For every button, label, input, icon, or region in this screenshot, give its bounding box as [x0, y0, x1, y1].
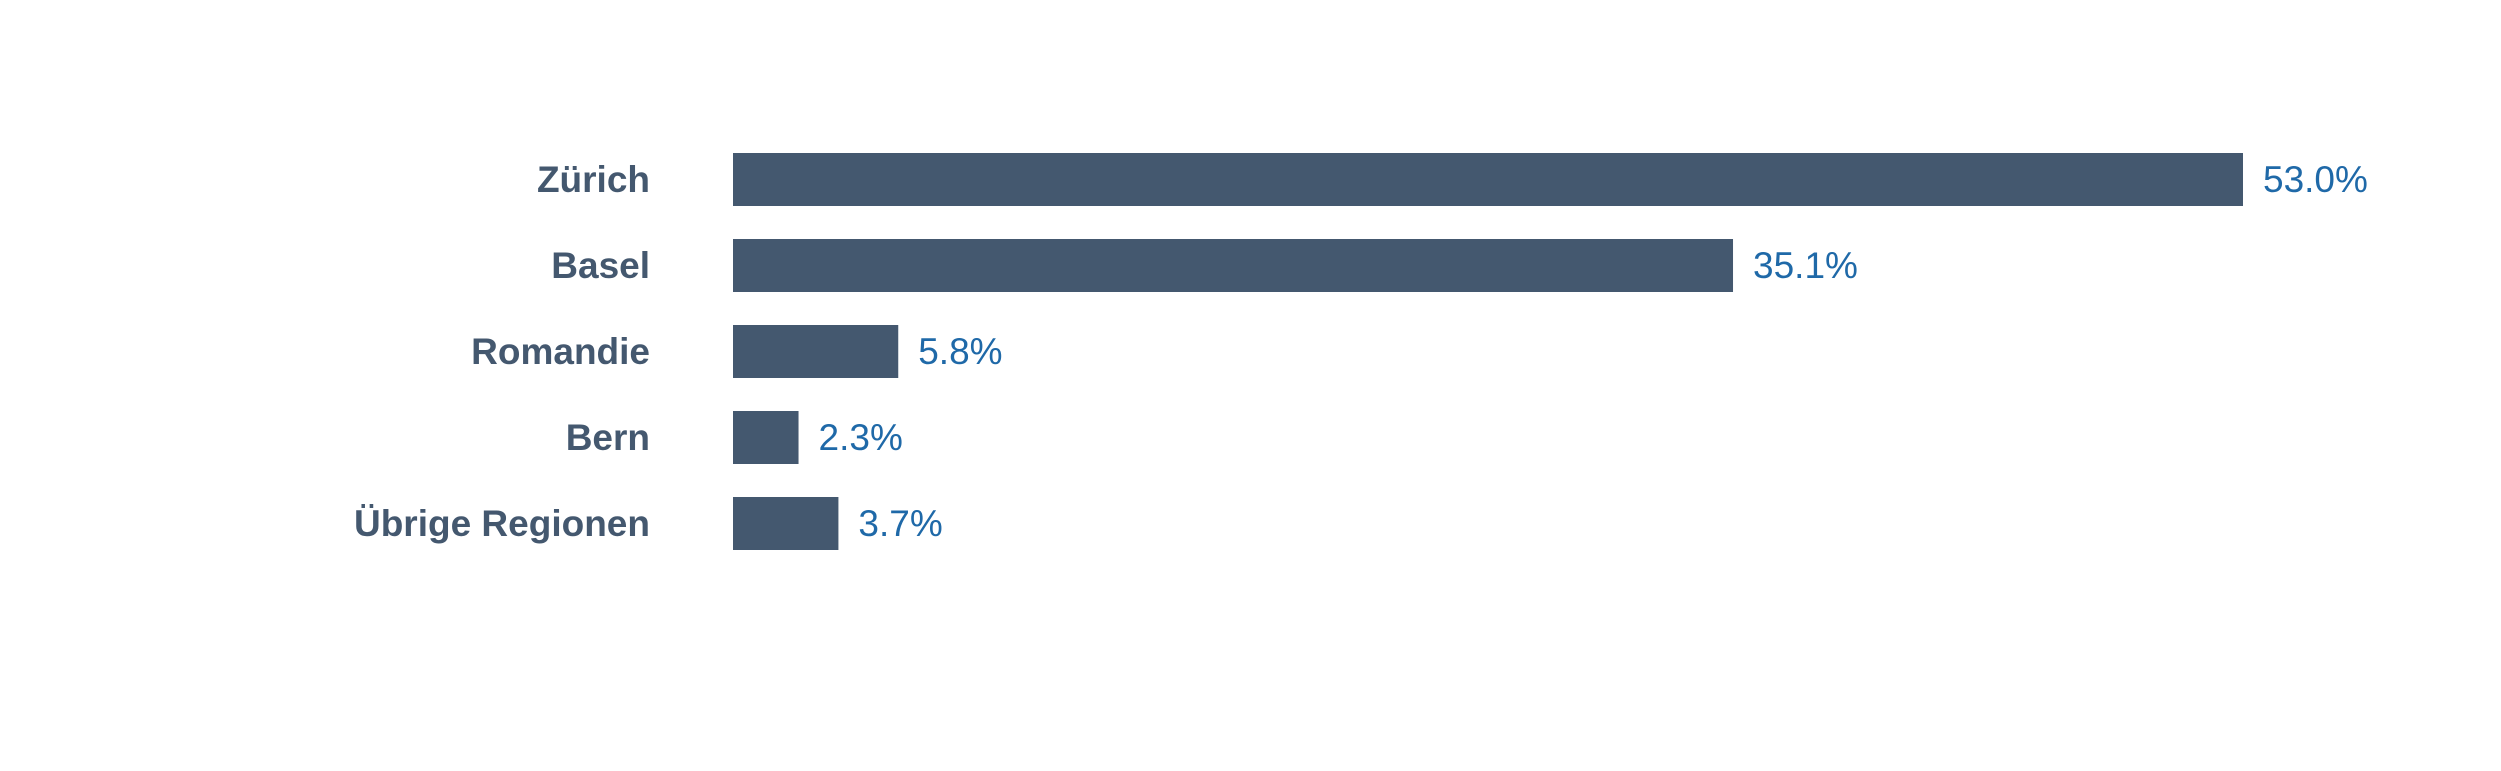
value-label-basel: 35.1%: [1753, 245, 1858, 286]
bar-zuerich: [733, 153, 2243, 206]
category-label-zuerich: Zürich: [537, 159, 650, 200]
category-label-romandie: Romandie: [471, 331, 650, 372]
bar-uebrige-regionen: [733, 497, 839, 550]
value-label-bern: 2.3%: [819, 417, 903, 458]
bar-bern: [733, 411, 799, 464]
category-label-basel: Basel: [551, 245, 650, 286]
category-label-bern: Bern: [566, 417, 650, 458]
bar-basel: [733, 239, 1734, 292]
value-label-uebrige-regionen: 3.7%: [858, 503, 942, 544]
value-label-zuerich: 53.0%: [2263, 159, 2368, 200]
value-label-romandie: 5.8%: [918, 331, 1002, 372]
category-label-uebrige-regionen: Übrige Regionen: [354, 503, 650, 544]
value-labels-layer: 53.0% 35.1% 5.8% 2.3% 3.7%: [819, 159, 2368, 544]
bar-romandie: [733, 325, 899, 378]
bars-layer: [733, 153, 2243, 550]
category-labels-layer: Zürich Basel Romandie Bern Übrige Regionen: [354, 159, 650, 544]
